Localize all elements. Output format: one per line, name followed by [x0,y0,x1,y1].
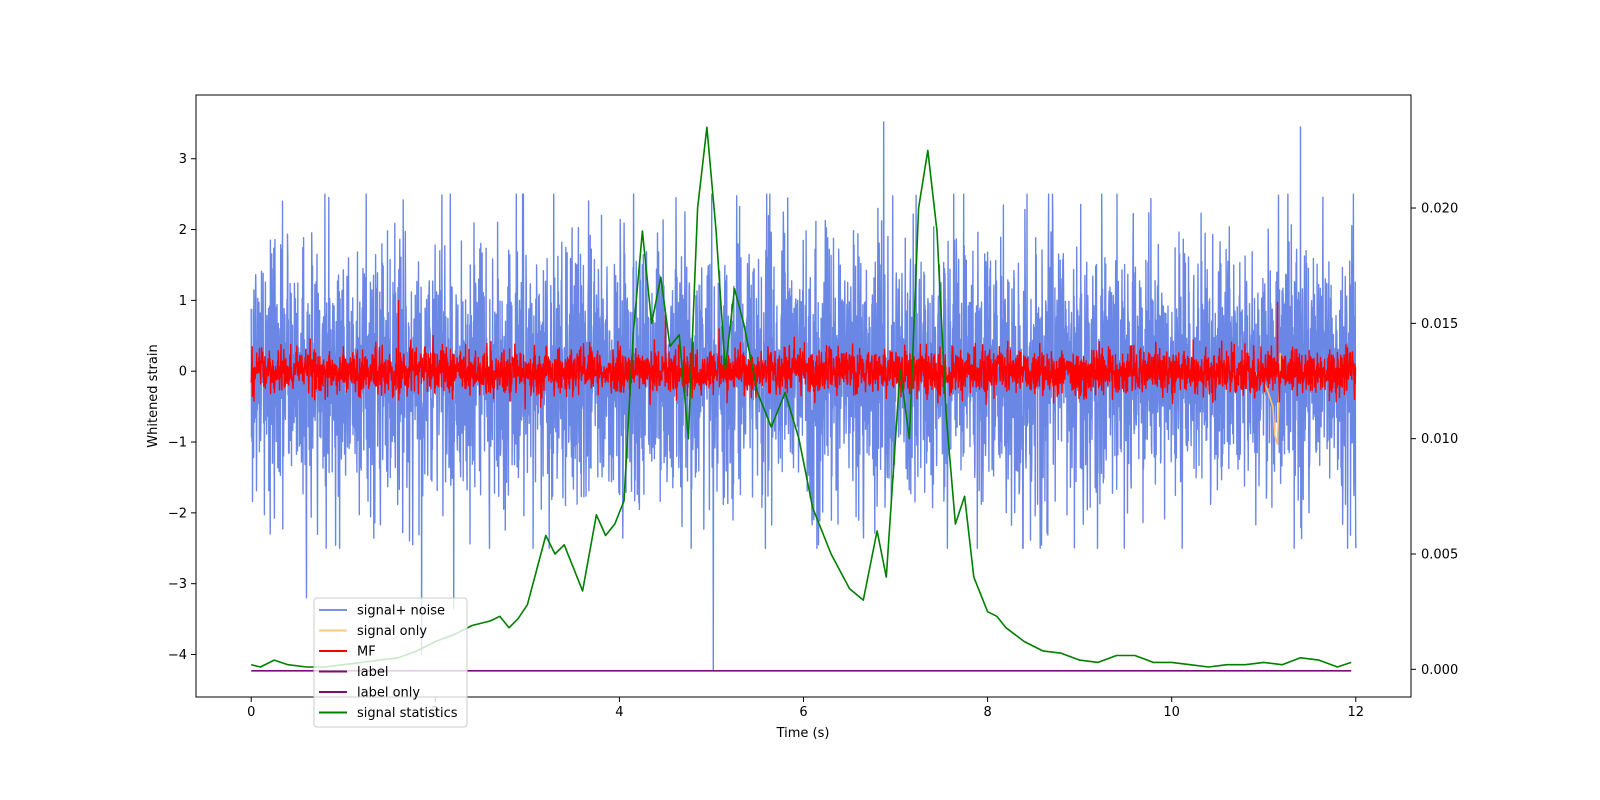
legend-label: signal+ noise [357,604,445,619]
y-tick-label: 0 [179,365,187,380]
y2-tick-label: 0.000 [1421,663,1458,678]
x-tick-label: 0 [247,705,255,720]
legend-label: MF [357,645,376,660]
x-tick-label: 10 [1163,705,1180,720]
y-tick-label: −4 [168,648,187,663]
y2-tick-label: 0.015 [1421,317,1458,332]
y2-tick-label: 0.010 [1421,432,1458,447]
x-tick-label: 8 [983,705,991,720]
x-tick-label: 4 [615,705,623,720]
legend-label: signal statistics [357,706,458,721]
y-tick-label: 3 [179,152,187,167]
legend-label: label only [357,686,420,701]
y-tick-label: −3 [168,577,187,592]
y-axis-title: Whitened strain [146,344,161,447]
y2-tick-label: 0.005 [1421,547,1458,562]
legend-label: label [357,665,388,680]
legend-label: signal only [357,624,427,639]
y-tick-label: −2 [168,506,187,521]
y-tick-label: 2 [179,223,187,238]
y-axis-left: −4 −3 −2 −1 0 1 2 3 [168,152,196,663]
y2-tick-label: 0.020 [1421,202,1458,217]
y-tick-label: −1 [168,436,187,451]
x-tick-label: 6 [799,705,807,720]
series-line-2 [250,299,1357,410]
legend: signal+ noise signal only MF label label onl… [313,597,468,728]
y-tick-label: 1 [179,294,187,309]
y-axis-right: 0.000 0.005 0.010 0.015 0.020 [1411,202,1458,678]
x-tick-label: 12 [1347,705,1364,720]
series-line-0 [250,121,1357,671]
series-line-5 [251,126,1352,668]
legend-box [313,597,468,728]
x-axis-title: Time (s) [776,726,830,741]
